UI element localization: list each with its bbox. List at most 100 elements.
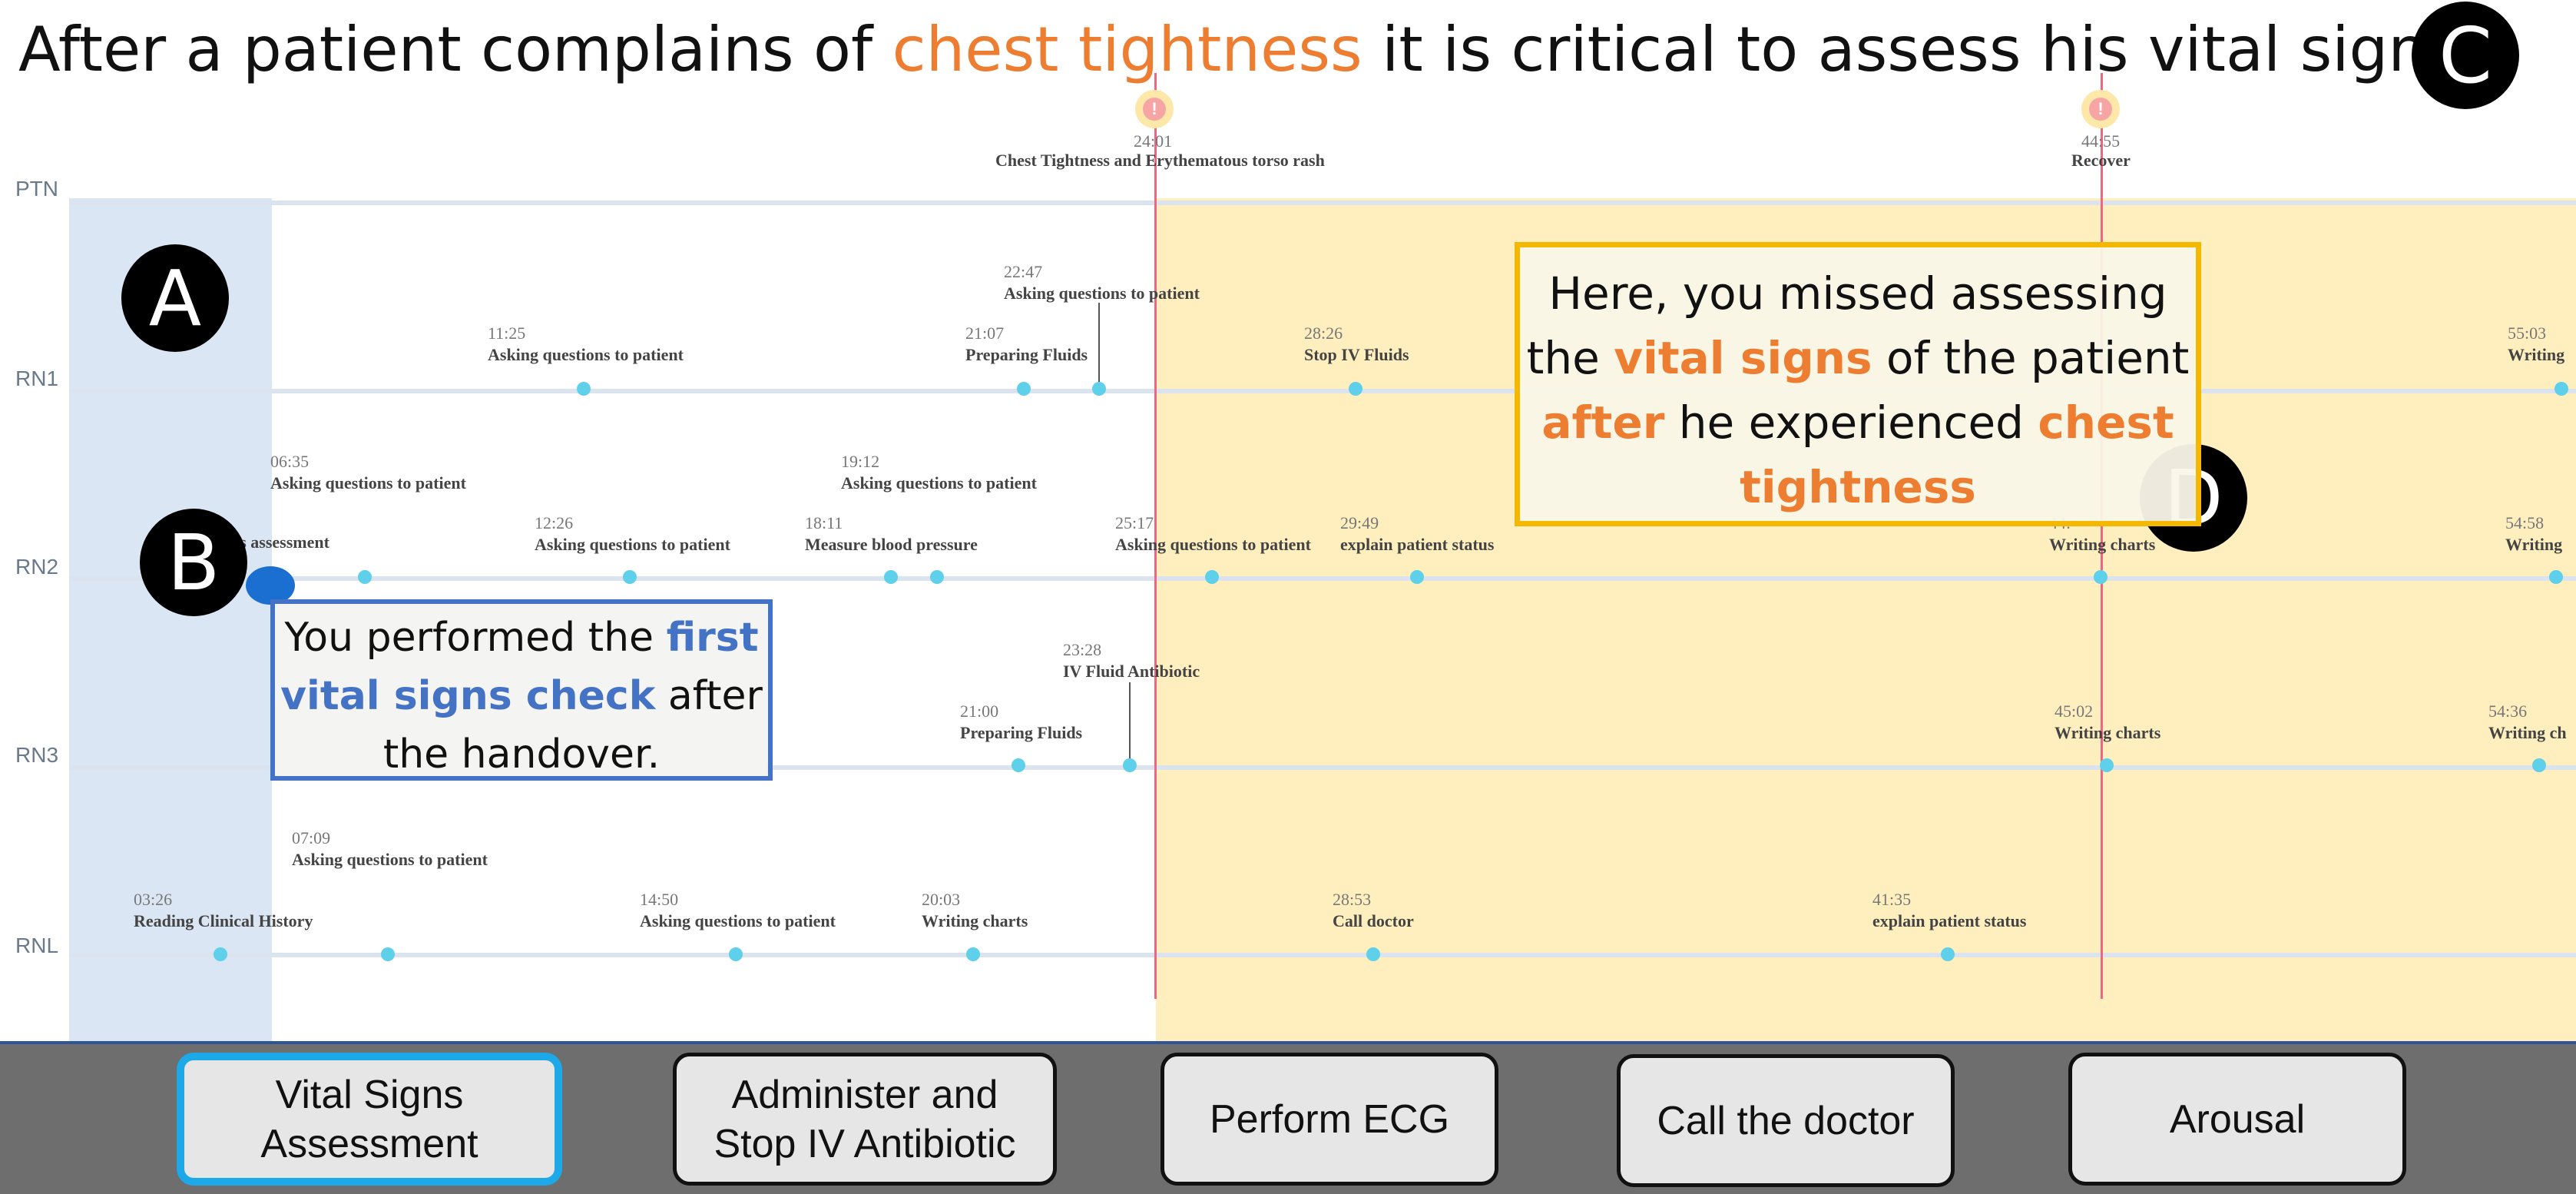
- event-label: Writing: [2508, 344, 2565, 364]
- event-dot[interactable]: [2549, 570, 2563, 584]
- task-label: Vital Signs: [275, 1072, 464, 1117]
- callout-text: he experienced: [1664, 396, 2038, 449]
- task-button-ecg[interactable]: Perform ECG: [1161, 1053, 1498, 1186]
- event-label: Asking questions to patient: [1004, 283, 1200, 303]
- marker-line-chest-tightness: [1154, 73, 1157, 999]
- rnl-event[interactable]: 07:09 Asking questions to patient: [292, 828, 488, 870]
- event-label: IV Fluid Antibiotic: [1063, 661, 1200, 681]
- event-label: Preparing Fluids: [960, 722, 1083, 742]
- callout-text: the handover.: [382, 731, 661, 778]
- event-dot[interactable]: [1017, 382, 1031, 396]
- event-time: 07:09: [292, 828, 331, 847]
- event-stem: [1098, 303, 1100, 389]
- callout-highlight: vital signs: [1614, 332, 1872, 384]
- event-dot[interactable]: [1123, 758, 1137, 772]
- event-dot[interactable]: [1205, 570, 1219, 584]
- rn1-event[interactable]: 22:47 Asking questions to patient: [1004, 261, 1200, 303]
- event-dot[interactable]: [729, 947, 743, 961]
- task-label: Perform ECG: [1209, 1096, 1450, 1142]
- event-label: Preparing Fluids: [965, 344, 1088, 364]
- rn1-event[interactable]: 55:03 Writing: [2508, 323, 2564, 365]
- rn2-event[interactable]: 29:49 explain patient status: [1340, 512, 1494, 555]
- callout-highlight: first: [666, 615, 759, 661]
- event-time: 23:28: [1063, 640, 1102, 659]
- event-dot[interactable]: [577, 382, 591, 396]
- rn3-event[interactable]: 45:02 Writing charts: [2055, 701, 2160, 743]
- rnl-event[interactable]: 28:53 Call doctor: [1333, 889, 1414, 931]
- alert-icon[interactable]: !: [2081, 90, 2120, 128]
- event-time: 14:50: [640, 890, 679, 909]
- rn1-event[interactable]: 28:26 Stop IV Fluids: [1304, 323, 1409, 365]
- rn2-event[interactable]: ns assessment: [230, 532, 329, 553]
- event-label: Reading Clinical History: [134, 910, 313, 930]
- event-label: explain patient status: [1872, 910, 2027, 930]
- event-time: 21:07: [965, 323, 1005, 343]
- event-dot[interactable]: [381, 947, 395, 961]
- event-label: Stop IV Fluids: [1304, 344, 1409, 364]
- lane-line-rn3: [69, 765, 2576, 770]
- rnl-event[interactable]: 20:03 Writing charts: [922, 889, 1028, 931]
- lane-label-rn2: RN2: [15, 555, 59, 579]
- event-time: 21:00: [960, 701, 999, 721]
- callout-highlight: vital signs check: [280, 673, 656, 719]
- event-dot[interactable]: [884, 570, 898, 584]
- event-dot[interactable]: [2532, 758, 2546, 772]
- callout-highlight: after: [1541, 396, 1665, 449]
- marker-event-label: Chest Tightness and Erythematous torso r…: [995, 150, 1325, 171]
- rn1-event[interactable]: 21:07 Preparing Fluids: [965, 323, 1088, 365]
- event-label: Measure blood pressure: [805, 534, 978, 554]
- task-button-arousal[interactable]: Arousal: [2068, 1053, 2406, 1186]
- task-label: Stop IV Antibiotic: [714, 1121, 1016, 1166]
- rn2-event[interactable]: 44: Writing charts: [2049, 512, 2155, 555]
- event-dot[interactable]: [2554, 382, 2568, 396]
- event-dot[interactable]: [214, 947, 227, 961]
- event-dot[interactable]: [966, 947, 980, 961]
- event-time: 03:26: [134, 890, 173, 909]
- rn2-event[interactable]: 06:35 Asking questions to patient: [270, 451, 466, 493]
- rn1-event[interactable]: 11:25 Asking questions to patient: [488, 323, 684, 365]
- task-button-call-doctor[interactable]: Call the doctor: [1617, 1054, 1955, 1187]
- event-dot[interactable]: [1012, 758, 1025, 772]
- event-dot[interactable]: [623, 570, 637, 584]
- rn3-event[interactable]: 23:28 IV Fluid Antibiotic: [1063, 639, 1200, 682]
- event-time: 22:47: [1004, 262, 1043, 281]
- event-dot[interactable]: [1349, 382, 1362, 396]
- lane-line-rn2: [69, 576, 2576, 581]
- event-dot[interactable]: [930, 570, 944, 584]
- rn3-event[interactable]: 21:00 Preparing Fluids: [960, 701, 1082, 743]
- event-time: 44:55: [2081, 131, 2121, 151]
- event-time: 19:12: [841, 452, 880, 471]
- event-dot[interactable]: [1410, 570, 1424, 584]
- badge-b: B: [140, 509, 247, 616]
- headline-highlight: chest tightness: [892, 14, 1362, 85]
- rnl-event[interactable]: 03:26 Reading Clinical History: [134, 889, 313, 931]
- rnl-event[interactable]: 14:50 Asking questions to patient: [640, 889, 836, 931]
- event-dot[interactable]: [2094, 570, 2107, 584]
- rnl-event[interactable]: 41:35 explain patient status: [1872, 889, 2026, 931]
- event-time: 41:35: [1872, 890, 1912, 909]
- event-dot[interactable]: [2100, 758, 2114, 772]
- event-dot[interactable]: [1092, 382, 1106, 396]
- task-button-iv-antibiotic[interactable]: Administer and Stop IV Antibiotic: [673, 1053, 1057, 1186]
- rn2-event[interactable]: 18:11 Measure blood pressure: [805, 512, 978, 555]
- rn2-event[interactable]: 25:17 Asking questions to patient: [1115, 512, 1311, 555]
- selected-event-dot[interactable]: [246, 566, 295, 605]
- badge-c: C: [2412, 2, 2519, 109]
- event-time: 24:01: [1134, 131, 1173, 151]
- event-label: Asking questions to patient: [535, 534, 730, 554]
- rn2-event[interactable]: 12:26 Asking questions to patient: [535, 512, 730, 555]
- callout-text: after: [655, 673, 763, 719]
- task-button-vital-signs[interactable]: Vital Signs Assessment: [177, 1053, 562, 1186]
- event-dot[interactable]: [1941, 947, 1955, 961]
- rn2-event[interactable]: 19:12 Asking questions to patient: [841, 451, 1037, 493]
- rn2-event[interactable]: 54:58 Writing: [2505, 512, 2562, 555]
- event-dot[interactable]: [1366, 947, 1380, 961]
- task-label: Administer and: [731, 1072, 998, 1117]
- event-dot[interactable]: [358, 570, 372, 584]
- rn3-event[interactable]: 54:36 Writing ch: [2488, 701, 2567, 743]
- callout-text: of the patient: [1872, 332, 2190, 384]
- event-label: Asking questions to patient: [841, 473, 1037, 493]
- alert-icon[interactable]: !: [1135, 90, 1174, 128]
- event-time: 20:03: [922, 890, 961, 909]
- lane-line-rn1: [69, 389, 2576, 393]
